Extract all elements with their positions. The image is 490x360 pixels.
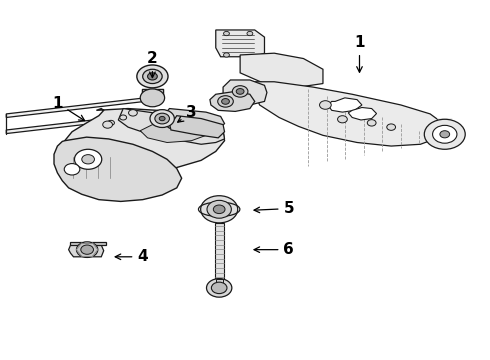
Circle shape [120,115,126,120]
Text: 3: 3 [178,105,196,122]
Polygon shape [65,109,224,177]
Text: 5: 5 [254,201,294,216]
Circle shape [433,125,457,143]
Circle shape [319,101,331,109]
Polygon shape [162,109,224,132]
Circle shape [232,86,248,97]
Polygon shape [216,30,265,57]
Polygon shape [6,98,145,117]
Circle shape [159,116,165,121]
Circle shape [236,89,244,94]
Circle shape [201,196,238,223]
Polygon shape [140,125,206,143]
Polygon shape [170,116,224,138]
Polygon shape [438,118,452,121]
Circle shape [128,110,137,116]
Polygon shape [216,279,222,288]
Circle shape [338,116,347,123]
Circle shape [82,155,95,164]
Circle shape [218,96,233,107]
Circle shape [247,31,253,36]
Circle shape [143,69,162,84]
Circle shape [211,282,227,294]
Polygon shape [69,245,104,257]
Circle shape [64,163,80,175]
Polygon shape [54,137,182,202]
Circle shape [223,53,229,57]
Circle shape [76,242,98,257]
Text: 1: 1 [354,35,365,72]
Circle shape [207,201,231,218]
Text: 2: 2 [147,51,158,78]
Circle shape [424,119,465,149]
Circle shape [81,245,94,254]
Polygon shape [215,223,223,279]
Text: 4: 4 [115,249,148,264]
Text: 1: 1 [52,96,85,121]
Circle shape [74,149,102,169]
Circle shape [155,113,170,124]
Circle shape [147,73,157,80]
Circle shape [440,131,450,138]
Circle shape [103,121,113,128]
Polygon shape [70,242,106,245]
Circle shape [206,279,232,297]
Circle shape [108,120,115,125]
Polygon shape [6,114,145,134]
Polygon shape [118,109,224,144]
Circle shape [137,65,168,88]
Circle shape [150,110,174,127]
Polygon shape [210,91,255,111]
Polygon shape [348,108,376,120]
Circle shape [387,124,395,130]
Circle shape [221,99,229,104]
Text: 6: 6 [254,242,294,257]
Circle shape [213,205,225,213]
Polygon shape [250,82,447,146]
Circle shape [368,120,376,126]
Polygon shape [328,98,362,112]
Polygon shape [223,80,267,105]
Polygon shape [142,89,163,98]
Polygon shape [240,53,323,87]
Circle shape [223,31,229,36]
Circle shape [140,89,165,107]
